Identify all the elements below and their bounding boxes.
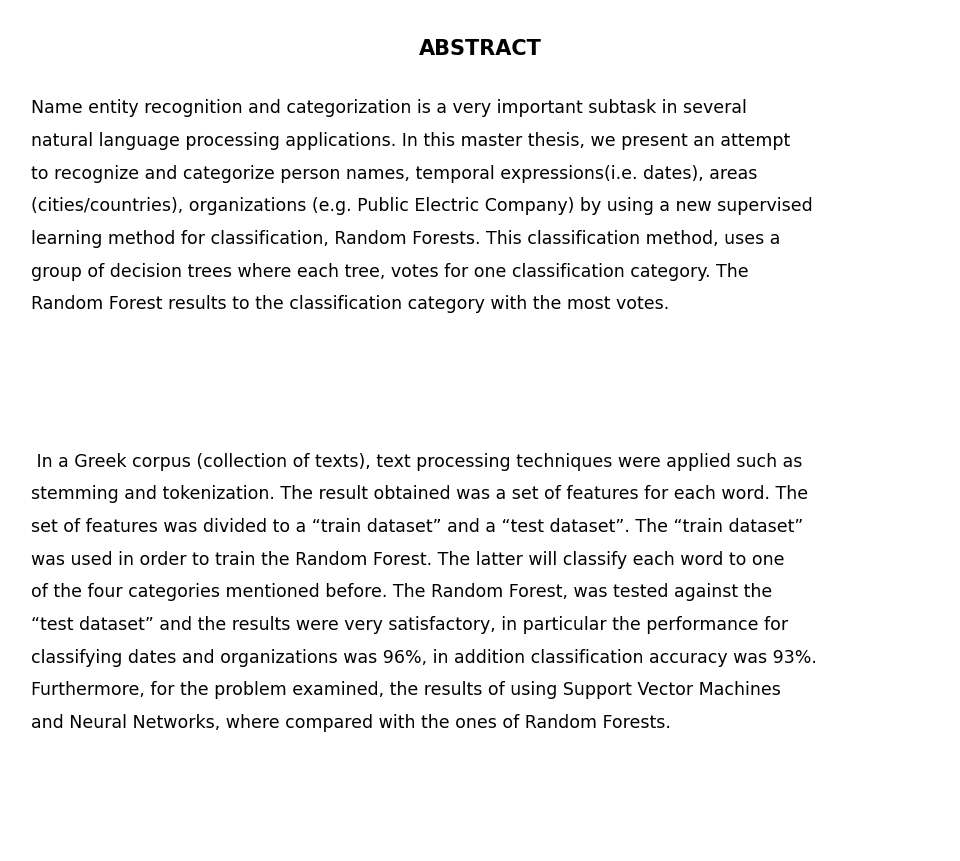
Text: Name entity recognition and categorization is a very important subtask in severa: Name entity recognition and categorizati… <box>31 99 812 313</box>
Text: ABSTRACT: ABSTRACT <box>419 39 541 59</box>
Text: In a Greek corpus (collection of texts), text processing techniques were applied: In a Greek corpus (collection of texts),… <box>31 452 817 731</box>
